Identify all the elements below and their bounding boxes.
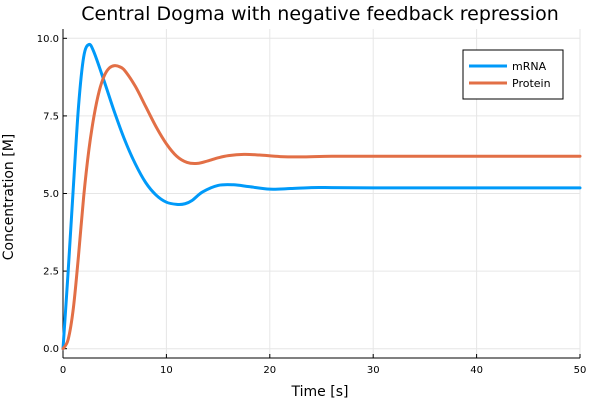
- y-axis-label: Concentration [M]: [1, 134, 17, 261]
- y-tick-label: 0.0: [43, 344, 59, 355]
- legend-label-mrna: mRNA: [512, 60, 547, 73]
- x-axis-label: Time [s]: [291, 384, 349, 400]
- y-tick-label: 7.5: [43, 111, 59, 122]
- chart-title: Central Dogma with negative feedback rep…: [81, 3, 559, 25]
- legend-box: [462, 49, 564, 100]
- x-tick-label: 10: [160, 365, 173, 376]
- x-tick-label: 30: [367, 365, 380, 376]
- legend: mRNA Protein: [462, 49, 564, 100]
- y-tick-label: 10.0: [37, 34, 59, 45]
- y-tick-label: 2.5: [43, 267, 59, 278]
- x-tick-label: 40: [470, 365, 483, 376]
- axes: 0 10 20 30 40 50 0.0 2.5 5.0 7.5 10.0: [37, 29, 587, 376]
- x-tick-label: 0: [60, 365, 66, 376]
- grid: [62, 29, 581, 358]
- x-tick-label: 50: [574, 365, 587, 376]
- series-layer: [61, 42, 582, 351]
- y-tick-label: 5.0: [43, 189, 59, 200]
- series-line-protein: [61, 64, 582, 351]
- x-tick-label: 20: [263, 365, 276, 376]
- legend-label-protein: Protein: [512, 77, 551, 90]
- series-line-mrna: [61, 42, 582, 351]
